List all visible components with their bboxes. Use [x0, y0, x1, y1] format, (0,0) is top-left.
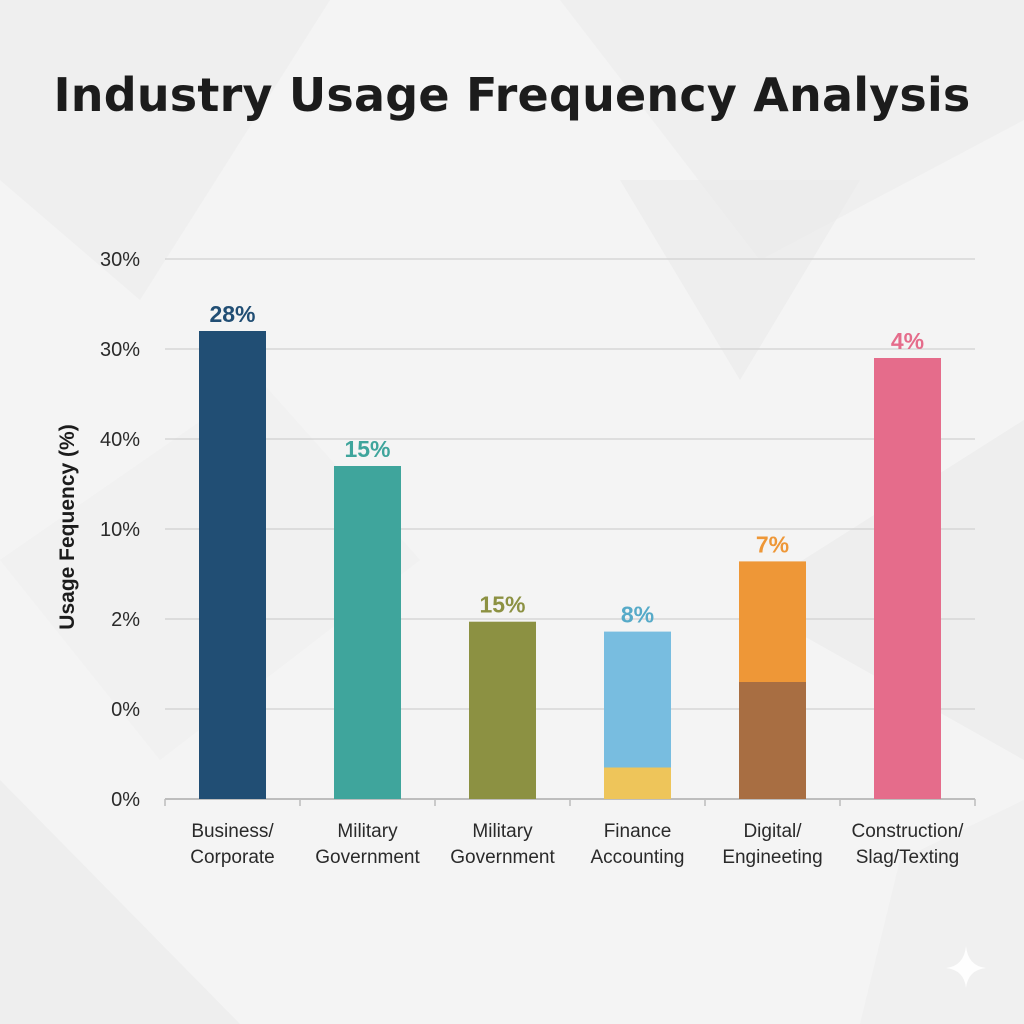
data-label: 28%	[209, 301, 255, 327]
y-axis-label: Usage Fequency (%)	[56, 424, 79, 629]
sparkle-icon	[946, 946, 986, 988]
category-label: Military	[472, 821, 533, 842]
data-label: 15%	[344, 436, 390, 462]
bar	[874, 358, 941, 799]
y-tick-label: 30%	[100, 249, 140, 271]
y-tick-label: 40%	[100, 429, 140, 451]
y-tick-label: 30%	[100, 339, 140, 361]
bar	[469, 621, 536, 799]
data-label: 4%	[891, 328, 924, 354]
category-label: Finance	[604, 821, 672, 842]
category-label: Government	[315, 847, 420, 868]
y-tick-label: 2%	[111, 609, 140, 631]
y-tick-label: 0%	[111, 789, 140, 811]
y-tick-label: 0%	[111, 699, 140, 721]
data-label: 7%	[756, 531, 789, 557]
category-label: Slag/Texting	[856, 847, 960, 868]
bar-segment	[604, 767, 671, 799]
data-label: 8%	[621, 602, 654, 628]
category-label: Military	[337, 821, 398, 842]
category-label: Business/	[191, 821, 274, 842]
bar	[199, 331, 266, 799]
category-label: Government	[450, 847, 555, 868]
bar	[334, 466, 401, 799]
data-label: 15%	[479, 592, 525, 618]
chart-title: Industry Usage Frequency Analysis	[53, 68, 971, 122]
category-label: Construction/	[852, 821, 965, 842]
category-label: Engineeting	[722, 847, 822, 868]
bar-segment	[739, 682, 806, 799]
category-label: Corporate	[190, 847, 275, 868]
category-label: Digital/	[743, 821, 802, 842]
category-label: Accounting	[590, 847, 684, 868]
y-tick-label: 10%	[100, 519, 140, 541]
